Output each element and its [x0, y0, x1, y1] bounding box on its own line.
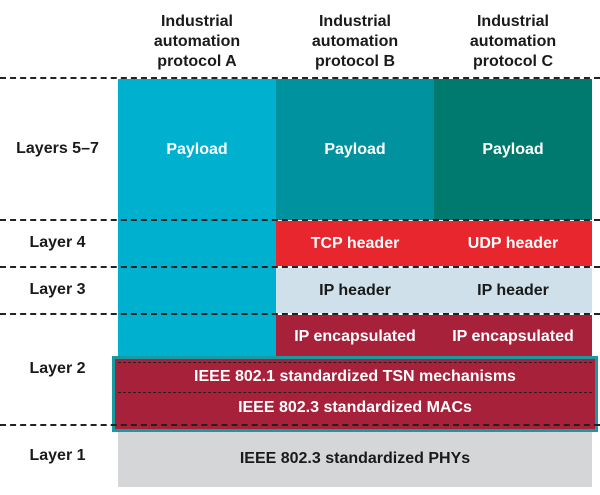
layer-divider: [0, 266, 600, 268]
layer-divider: [0, 77, 600, 79]
label-layer-1: Layer 1: [29, 447, 86, 464]
payload-b: Payload: [276, 79, 434, 220]
header-line: Industrial: [160, 13, 233, 30]
layer2-highlight-box: [112, 356, 598, 432]
ip-encapsulated-c: IP encapsulated: [434, 315, 592, 359]
label-layer-4: Layer 4: [29, 234, 86, 251]
header-line: protocol C: [473, 53, 553, 70]
layer-divider: [0, 313, 600, 315]
column-header-c: Industrial automation protocol C: [434, 12, 592, 72]
layer-divider: [0, 219, 600, 221]
column-header-a: Industrial automation protocol A: [118, 12, 276, 72]
header-line: automation: [311, 33, 399, 50]
header-line: Industrial: [476, 13, 549, 30]
ieee-mac-row: IEEE 802.3 standardized MACs: [238, 399, 472, 416]
layer-divider: [0, 424, 600, 426]
ip-header-b: IP header: [276, 268, 434, 313]
column-header-b: Industrial automation protocol B: [276, 12, 434, 72]
ip-encapsulated-b: IP encapsulated: [276, 315, 434, 359]
ip-header-c: IP header: [434, 268, 592, 313]
payload-c: Payload: [434, 79, 592, 220]
header-line: automation: [153, 33, 241, 50]
label-layer-2: Layer 2: [29, 360, 86, 377]
divider: [118, 392, 592, 393]
payload-a: Payload: [166, 140, 228, 158]
tcp-header: TCP header: [276, 221, 434, 266]
header-line: automation: [469, 33, 557, 50]
header-line: protocol B: [315, 53, 395, 70]
ieee-phy-row: IEEE 802.3 standardized PHYs: [118, 431, 592, 487]
divider: [118, 362, 592, 363]
label-layer-3: Layer 3: [29, 281, 86, 298]
label-layers-5-7: Layers 5–7: [16, 140, 99, 157]
udp-header: UDP header: [434, 221, 592, 266]
ieee-tsn-row: IEEE 802.1 standardized TSN mechanisms: [194, 368, 516, 385]
header-line: protocol A: [157, 53, 237, 70]
header-line: Industrial: [318, 13, 391, 30]
